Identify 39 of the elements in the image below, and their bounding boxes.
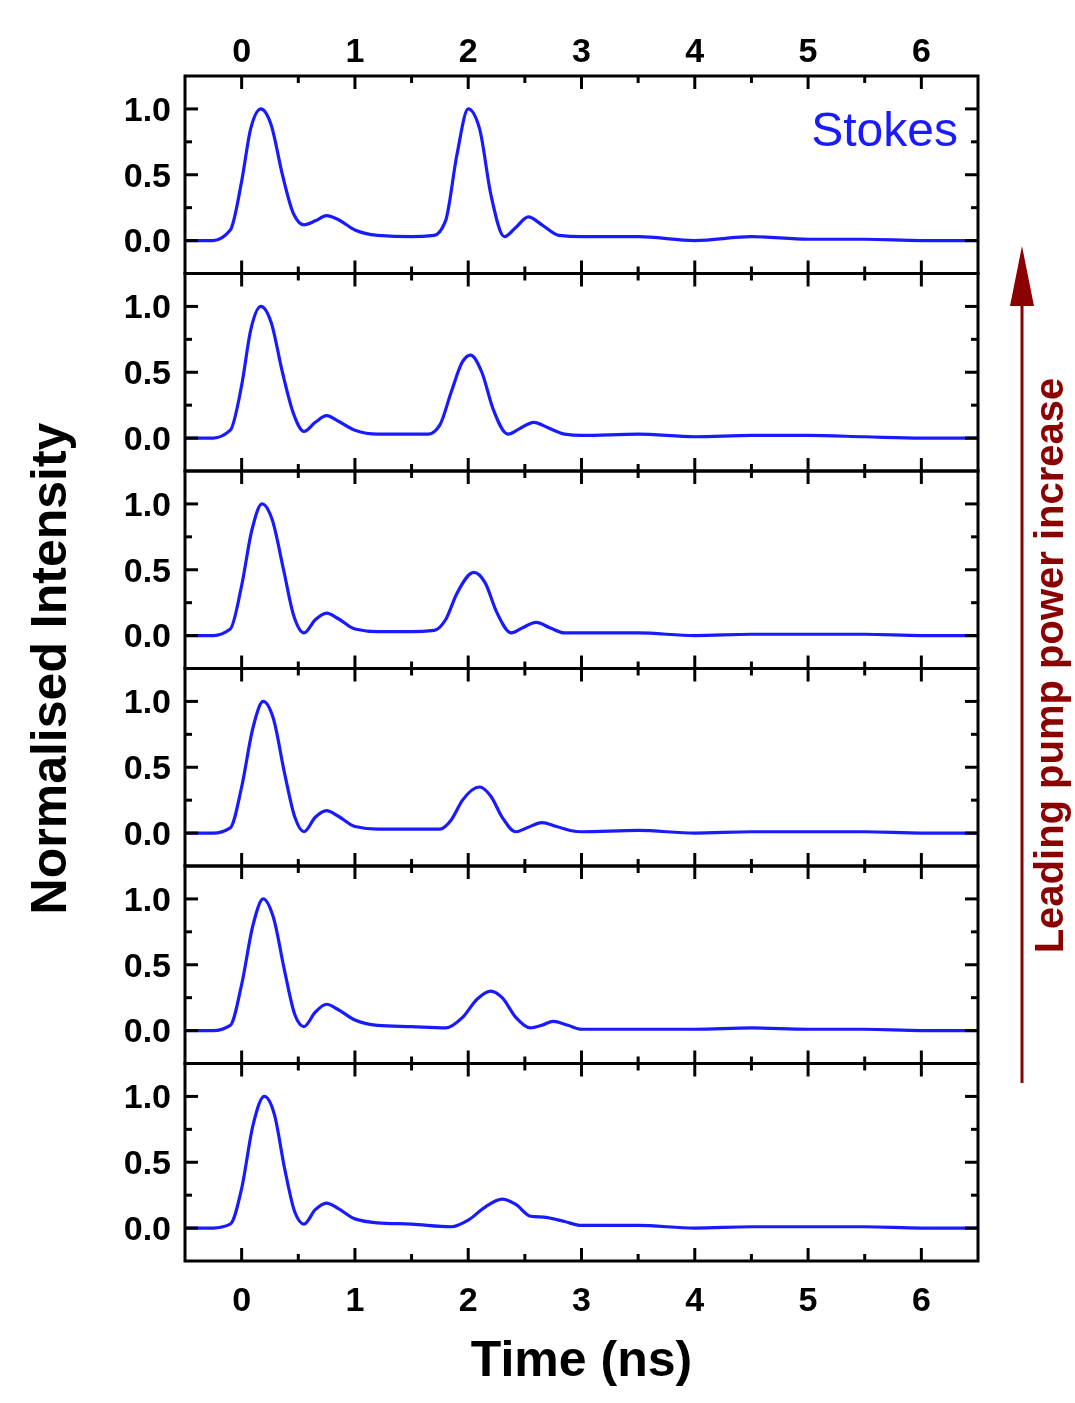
x2-tick-label: 6 <box>911 31 931 69</box>
series-label: Stokes <box>811 103 958 156</box>
y-tick-label: 1.0 <box>123 682 171 721</box>
x-tick-label: 5 <box>798 1280 818 1318</box>
y-tick-label: 1.0 <box>123 484 171 523</box>
text: Leading pump power increase <box>1027 377 1071 954</box>
y-tick-label: 1.0 <box>123 879 171 918</box>
x-tick-label: 6 <box>911 1280 931 1318</box>
y-tick-label: 0.5 <box>123 748 171 787</box>
y-tick-label: 0.5 <box>123 1143 171 1182</box>
line-series <box>185 699 978 835</box>
y-tick-label: 0.0 <box>123 813 171 852</box>
y-tick-label: 0.0 <box>123 221 171 260</box>
y-tick-label: 0.5 <box>123 550 171 589</box>
y-tick-label: 1.0 <box>123 1077 171 1116</box>
y-tick-label: 1.0 <box>123 287 171 326</box>
y-tick-label: 0.5 <box>123 945 171 984</box>
line-series <box>185 304 978 440</box>
x-tick-label: 1 <box>345 1280 365 1318</box>
y-tick-label: 0.0 <box>123 1208 171 1247</box>
x2-tick-label: 4 <box>685 31 705 69</box>
x2-tick-label: 1 <box>345 31 365 69</box>
x2-tick-label: 0 <box>232 31 252 69</box>
y-tick-label: 0.0 <box>123 616 171 655</box>
x2-tick-label: 5 <box>798 31 818 69</box>
x-axis-title: Time (ns) <box>470 1331 693 1387</box>
x2-tick-label: 2 <box>458 31 478 69</box>
x2-tick-label: 3 <box>572 31 591 69</box>
y-axis-title: Normalised Intensity <box>21 422 77 915</box>
line-series <box>185 1094 978 1230</box>
y-tick-label: 0.5 <box>123 353 171 392</box>
y-tick-label: 0.5 <box>123 155 171 194</box>
x-tick-label: 0 <box>232 1280 252 1318</box>
y-tick-label: 0.0 <box>123 1011 171 1050</box>
x-tick-label: 2 <box>458 1280 478 1318</box>
x-tick-label: 4 <box>685 1280 705 1318</box>
x-tick-label: 3 <box>572 1280 591 1318</box>
y-tick-label: 1.0 <box>123 89 171 128</box>
y-tick-label: 0.0 <box>123 418 171 457</box>
